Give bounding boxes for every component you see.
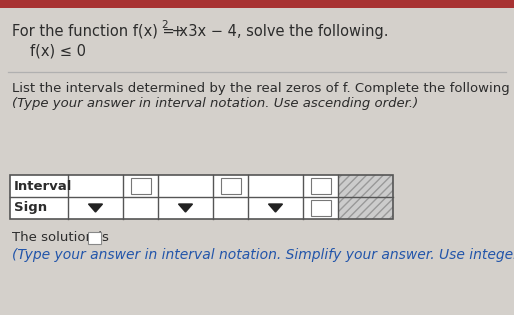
Text: (Type your answer in interval notation. Simplify your answer. Use integers or fr: (Type your answer in interval notation. … — [12, 248, 514, 262]
Text: List the intervals determined by the real zeros of f. Complete the following tab: List the intervals determined by the rea… — [12, 82, 514, 95]
Polygon shape — [88, 204, 102, 212]
Bar — [338, 175, 393, 219]
Bar — [131, 178, 151, 194]
Bar — [10, 175, 393, 219]
Bar — [310, 178, 331, 194]
Text: (Type your answer in interval notation. Use ascending order.): (Type your answer in interval notation. … — [12, 97, 418, 110]
Polygon shape — [268, 204, 283, 212]
Bar — [221, 178, 241, 194]
Text: Sign: Sign — [14, 202, 47, 215]
Polygon shape — [178, 204, 193, 212]
Text: f(x) ≤ 0: f(x) ≤ 0 — [30, 44, 86, 59]
Text: 2: 2 — [161, 20, 168, 30]
Bar — [0, 0, 514, 8]
Bar — [310, 200, 331, 216]
Text: Interval: Interval — [14, 180, 72, 192]
Text: For the function f(x) = x: For the function f(x) = x — [12, 24, 188, 39]
Text: The solution is: The solution is — [12, 231, 109, 244]
Text: + 3x − 4, solve the following.: + 3x − 4, solve the following. — [167, 24, 389, 39]
Bar — [88, 232, 101, 244]
Text: .: . — [102, 231, 106, 244]
Bar — [10, 175, 393, 219]
